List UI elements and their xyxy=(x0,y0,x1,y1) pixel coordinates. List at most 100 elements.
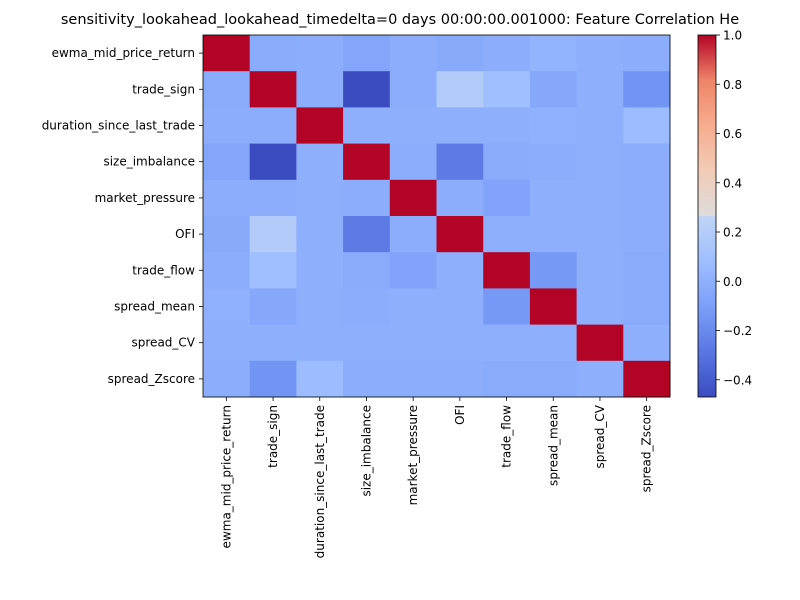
y-tick-label: spread_mean xyxy=(114,300,195,314)
heatmap-cell xyxy=(296,252,344,289)
heatmap-cell xyxy=(529,252,578,289)
heatmap-cell xyxy=(483,143,531,181)
colorbar-tick-label: 0.6 xyxy=(723,127,742,141)
heatmap-cell xyxy=(529,35,578,72)
y-tick-label: OFI xyxy=(175,227,195,241)
heatmap-cell xyxy=(483,71,531,108)
heatmap-cell xyxy=(389,360,437,398)
heatmap-cell xyxy=(389,179,437,217)
y-tick-labels: ewma_mid_price_return trade_sign duration_… xyxy=(42,46,203,386)
heatmap-cell xyxy=(623,71,671,108)
heatmap-cell xyxy=(436,252,484,289)
heatmap-cell xyxy=(623,216,671,253)
heatmap-cell xyxy=(389,252,437,289)
heatmap-cell xyxy=(249,71,297,108)
heatmap-cell xyxy=(343,216,391,253)
heatmap-cell xyxy=(203,35,251,72)
heatmap-cell xyxy=(529,360,578,398)
heatmap-cell xyxy=(296,324,344,362)
heatmap-cell xyxy=(389,216,437,253)
heatmap-cell xyxy=(483,288,531,326)
heatmap-cell xyxy=(483,360,531,398)
heatmap-cell xyxy=(436,216,484,253)
colorbar-tick-labels: 1.0 0.8 0.6 0.4 0.2 0.0 −0.2 −0.4 xyxy=(716,29,752,387)
heatmap-cell xyxy=(436,179,484,217)
heatmap-cell xyxy=(249,252,297,289)
heatmap-cell xyxy=(576,216,624,253)
heatmap-cells xyxy=(203,35,671,398)
heatmap-cell xyxy=(203,107,251,145)
heatmap-cell xyxy=(529,143,578,181)
heatmap-cell xyxy=(623,324,671,362)
heatmap-cell xyxy=(436,288,484,326)
heatmap-cell xyxy=(343,288,391,326)
x-tick-labels: ewma_mid_price_return trade_sign duration_… xyxy=(219,397,654,558)
heatmap-cell xyxy=(343,71,391,108)
x-tick-label: market_pressure xyxy=(406,405,420,505)
heatmap-cell xyxy=(343,35,391,72)
heatmap-cell xyxy=(623,107,671,145)
heatmap-cell xyxy=(296,360,344,398)
heatmap-cell xyxy=(576,35,624,72)
heatmap-cell xyxy=(436,107,484,145)
heatmap-cell xyxy=(203,71,251,108)
heatmap-cell xyxy=(203,216,251,253)
heatmap-cell xyxy=(483,35,531,72)
x-tick-label: spread_mean xyxy=(546,405,560,486)
heatmap-cell xyxy=(576,324,624,362)
x-tick-label: spread_CV xyxy=(593,404,607,468)
heatmap-cell xyxy=(343,324,391,362)
heatmap-cell xyxy=(623,360,671,398)
chart-title: sensitivity_lookahead_lookahead_timedelt… xyxy=(61,12,739,28)
x-tick-label: size_imbalance xyxy=(359,405,373,497)
y-tick-label: trade_sign xyxy=(132,82,195,96)
heatmap-cell xyxy=(576,143,624,181)
heatmap-cell xyxy=(249,143,297,181)
heatmap-cell xyxy=(203,360,251,398)
heatmap-cell xyxy=(576,252,624,289)
heatmap-cell xyxy=(436,143,484,181)
y-tick-label: ewma_mid_price_return xyxy=(52,46,195,60)
x-tick-label: spread_Zscore xyxy=(640,405,654,492)
heatmap-cell xyxy=(529,288,578,326)
heatmap-cell xyxy=(483,252,531,289)
heatmap-cell xyxy=(389,71,437,108)
heatmap-cell xyxy=(343,252,391,289)
heatmap-cell xyxy=(249,360,297,398)
heatmap-cell xyxy=(389,107,437,145)
heatmap-cell xyxy=(436,35,484,72)
x-tick-label: ewma_mid_price_return xyxy=(219,405,233,548)
heatmap-cell xyxy=(343,360,391,398)
heatmap-cell xyxy=(576,179,624,217)
heatmap-cell xyxy=(389,35,437,72)
heatmap-cell xyxy=(249,35,297,72)
y-tick-label: spread_Zscore xyxy=(108,372,195,386)
heatmap-cell xyxy=(436,360,484,398)
heatmap-cell xyxy=(529,107,578,145)
heatmap-cell xyxy=(483,179,531,217)
heatmap-cell xyxy=(623,252,671,289)
heatmap-cell xyxy=(623,288,671,326)
heatmap-cell xyxy=(296,107,344,145)
x-tick-label: duration_since_last_trade xyxy=(313,405,327,558)
heatmap-cell xyxy=(343,179,391,217)
heatmap-cell xyxy=(296,216,344,253)
y-tick-label: duration_since_last_trade xyxy=(42,119,195,133)
heatmap-cell xyxy=(296,143,344,181)
heatmap-cell xyxy=(483,216,531,253)
x-tick-label: trade_sign xyxy=(266,405,280,468)
heatmap-cell xyxy=(623,143,671,181)
heatmap-cell xyxy=(296,288,344,326)
x-tick-label: trade_flow xyxy=(500,405,514,468)
heatmap-cell xyxy=(296,35,344,72)
heatmap-cell xyxy=(529,216,578,253)
heatmap-cell xyxy=(576,107,624,145)
heatmap-cell xyxy=(529,179,578,217)
y-tick-label: market_pressure xyxy=(95,191,195,205)
heatmap-cell xyxy=(203,252,251,289)
heatmap-cell xyxy=(249,324,297,362)
heatmap-cell xyxy=(576,360,624,398)
heatmap-cell xyxy=(249,216,297,253)
heatmap-cell xyxy=(576,71,624,108)
